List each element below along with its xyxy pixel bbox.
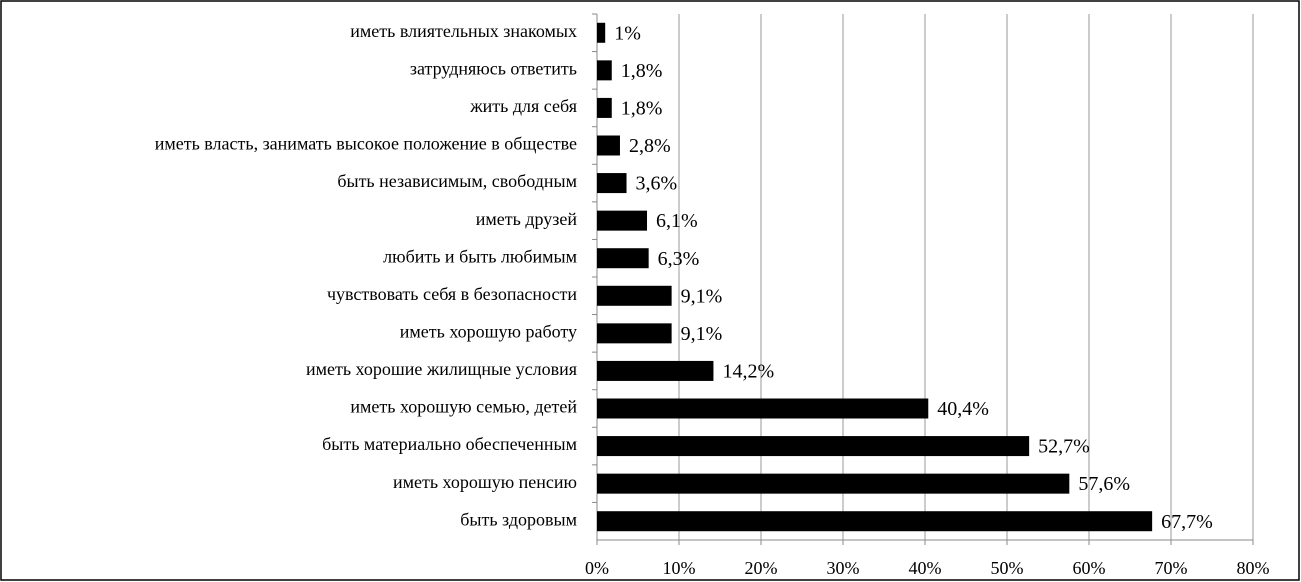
y-tick-label: быть независимым, свободным [337, 171, 577, 191]
bar [597, 436, 1030, 457]
y-tick-label: иметь хорошую семью, детей [350, 397, 577, 417]
x-tick-label: 0% [585, 558, 609, 578]
data-label: 1% [614, 22, 641, 44]
y-tick-label: иметь власть, занимать высокое положение… [155, 134, 577, 154]
data-label: 9,1% [681, 285, 723, 307]
bar [597, 285, 672, 306]
data-label: 52,7% [1038, 436, 1090, 458]
x-tick-label: 80% [1237, 558, 1270, 578]
x-tick-label: 60% [1073, 558, 1106, 578]
data-label: 2,8% [629, 135, 671, 157]
bar [597, 22, 606, 43]
bar [597, 135, 620, 156]
data-label: 40,4% [937, 398, 989, 420]
y-tick-label: быть материально обеспеченным [322, 434, 577, 454]
y-tick-label: быть здоровым [460, 509, 577, 529]
y-tick-label: иметь хорошую работу [400, 321, 577, 341]
data-label: 6,3% [658, 248, 700, 270]
data-label: 14,2% [722, 361, 774, 383]
x-tick-label: 40% [909, 558, 942, 578]
data-label: 3,6% [636, 173, 678, 195]
y-tick-label: жить для себя [469, 96, 577, 116]
data-label: 57,6% [1078, 473, 1130, 495]
y-tick-label: иметь хорошие жилищные условия [306, 359, 577, 379]
x-tick-label: 50% [991, 558, 1024, 578]
bar [597, 398, 929, 419]
x-tick-label: 10% [663, 558, 696, 578]
bar [597, 323, 672, 344]
y-tick-label: иметь влиятельных знакомых [350, 21, 577, 41]
data-label: 9,1% [681, 323, 723, 345]
x-tick-label: 30% [827, 558, 860, 578]
data-label: 6,1% [656, 210, 698, 232]
y-tick-label: затрудняюсь ответить [410, 58, 577, 78]
bar [597, 511, 1153, 532]
y-tick-label: любить и быть любимым [383, 246, 577, 266]
data-label: 67,7% [1161, 511, 1213, 533]
bar [597, 60, 612, 81]
bar [597, 360, 714, 381]
bar [597, 173, 627, 194]
bar [597, 210, 648, 231]
y-tick-label: чувствовать себя в безопасности [327, 284, 577, 304]
y-tick-label: иметь хорошую пенсию [393, 472, 577, 492]
x-tick-label: 20% [745, 558, 778, 578]
data-label: 1,8% [621, 98, 663, 120]
x-tick-label: 70% [1155, 558, 1188, 578]
data-label: 1,8% [621, 60, 663, 82]
bar [597, 248, 649, 269]
bar [597, 97, 612, 118]
y-tick-label: иметь друзей [476, 209, 578, 229]
bar [597, 473, 1070, 494]
